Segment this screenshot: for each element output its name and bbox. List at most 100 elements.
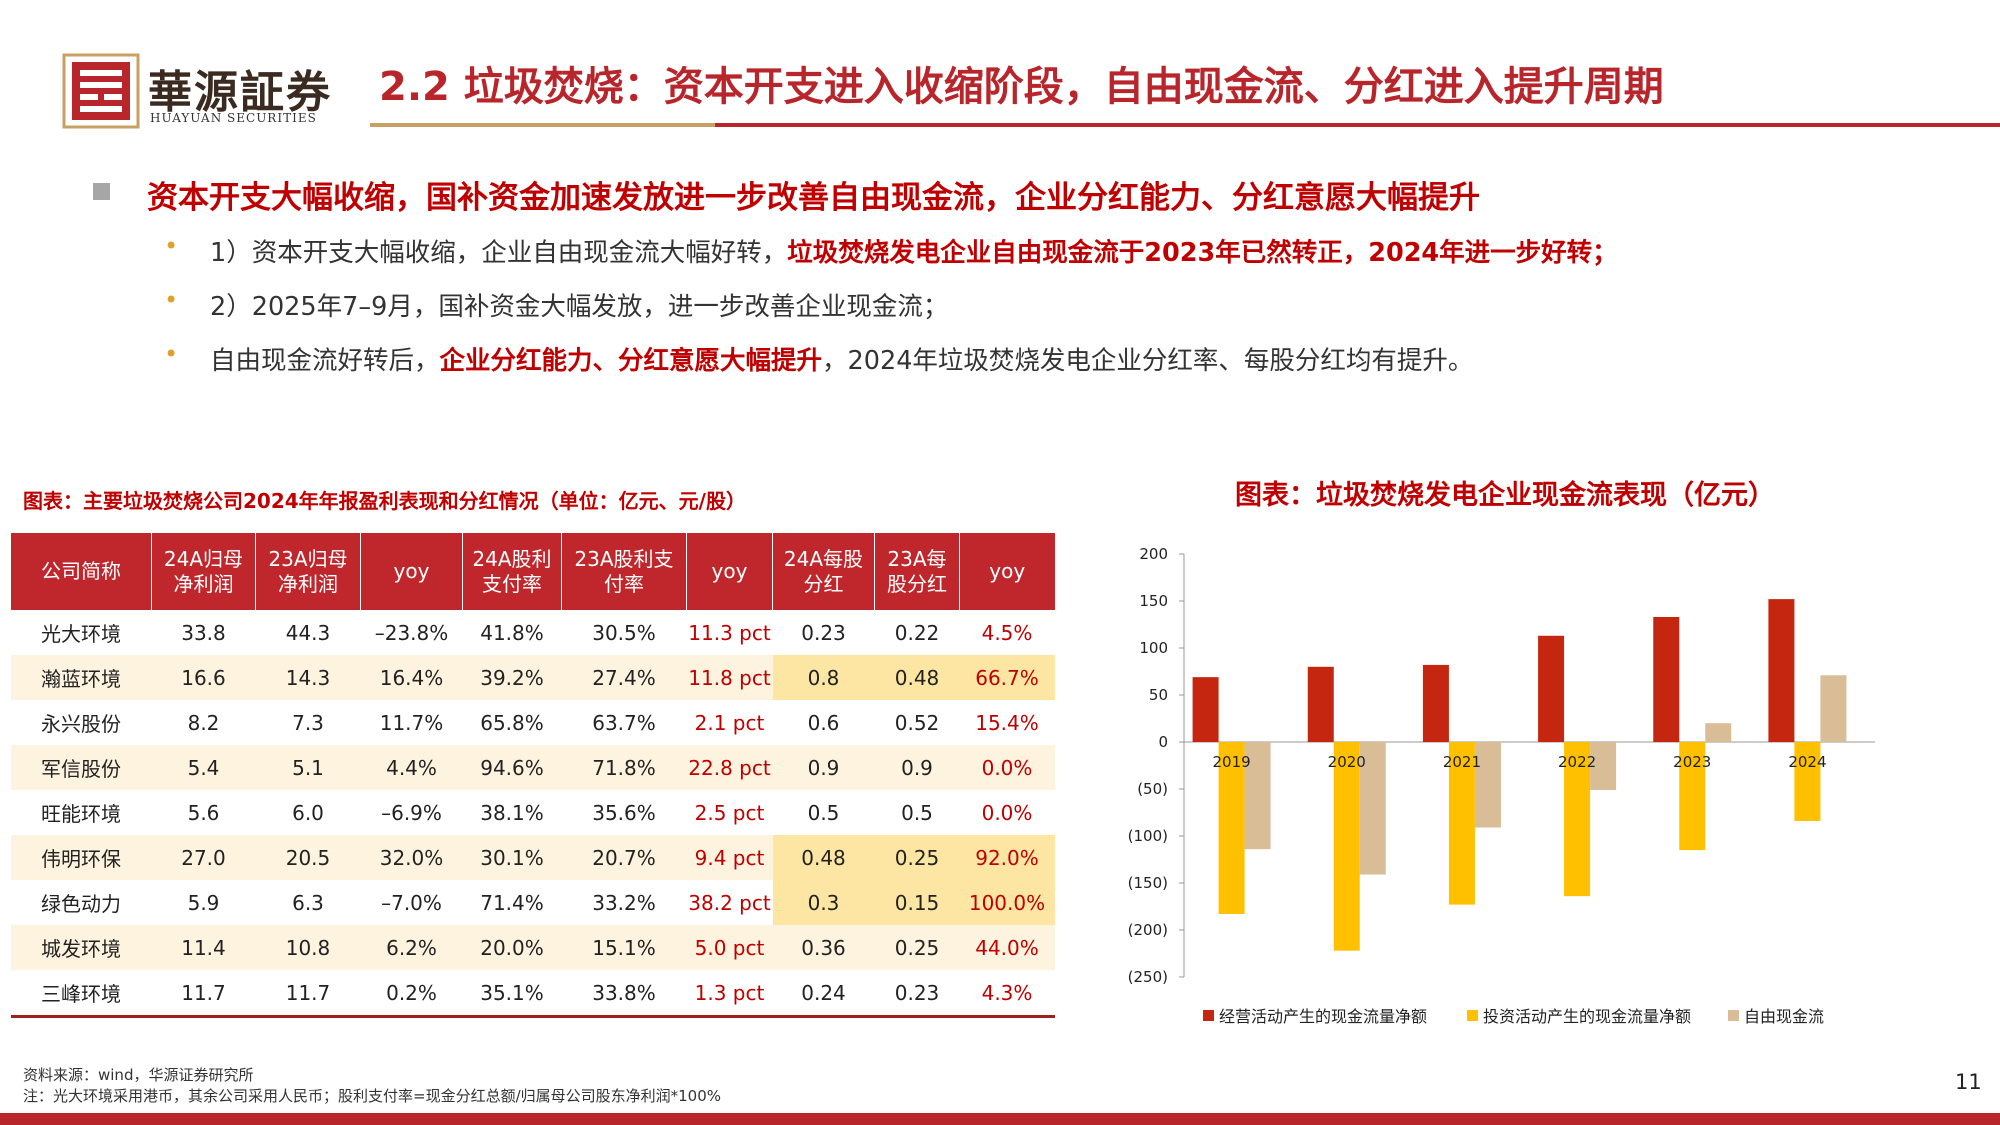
table-cell: 38.1% bbox=[480, 800, 544, 825]
main-bullet: 资本开支大幅收缩，国补资金加速发放进一步改善自由现金流，企业分红能力、分红意愿大… bbox=[147, 180, 1480, 216]
bar bbox=[1218, 742, 1245, 915]
footer-bar bbox=[0, 1113, 2000, 1125]
table-cell: 10.8 bbox=[255, 925, 361, 970]
table-cell: 65.8% bbox=[480, 710, 544, 735]
y-tick-label: (250) bbox=[1128, 968, 1168, 986]
table-cell: 11.4 bbox=[151, 925, 256, 970]
header-cell: yoy bbox=[686, 533, 773, 610]
y-tick-label: (150) bbox=[1128, 874, 1168, 892]
header-rule bbox=[715, 123, 2000, 127]
header-rule-gold bbox=[370, 123, 715, 127]
logo-text: 華源証券 bbox=[148, 67, 332, 118]
table-cell: 5.1 bbox=[255, 745, 361, 790]
table-cell: 0.25 bbox=[874, 925, 960, 970]
table-row: 伟明环保 27.0 20.5 32.0% 30.1% 20.7% 9.4 pct 0.48 0.… bbox=[10, 835, 1055, 880]
bar bbox=[1422, 664, 1449, 742]
table-cell: 15.1% bbox=[561, 925, 687, 970]
table-cell: 71.4% bbox=[480, 890, 544, 915]
table-cell: 城发环境 bbox=[10, 925, 152, 970]
logo-subtext: HUAYUAN SECURITIES bbox=[150, 111, 317, 125]
table-cell: 0.23 bbox=[874, 970, 960, 1018]
table-cell: 33.8 bbox=[181, 620, 226, 645]
table-cell: 4.5% bbox=[981, 620, 1033, 645]
table-cell: 20.0% bbox=[462, 925, 562, 970]
table-cell: –6.9% bbox=[381, 800, 442, 825]
table-cell: 0.0% bbox=[981, 800, 1033, 825]
table-cell: 0.5 bbox=[901, 800, 933, 825]
table-row: 永兴股份 8.2 7.3 11.7% 65.8% 63.7% 2.1 pct 0.6 0.52 1… bbox=[11, 700, 1055, 745]
y-tick-label: (200) bbox=[1128, 921, 1168, 939]
table-cell: 0.22 bbox=[894, 620, 940, 645]
table-cell: 41.8% bbox=[480, 620, 544, 645]
table-cell: 30.1% bbox=[462, 835, 562, 880]
table-cell: 14.3 bbox=[255, 655, 361, 700]
table-row: 城发环境 11.4 10.8 6.2% 20.0% 15.1% 5.0 pct 0.36 0.2… bbox=[10, 925, 1055, 970]
y-tick-label: (100) bbox=[1128, 827, 1168, 845]
table-row: 绿色动力 5.9 6.3 –7.0% 71.4% 33.2% 38.2 pct 0.3 0.15… bbox=[11, 880, 1055, 925]
bar bbox=[1768, 599, 1795, 742]
table-cell: 38.2 pct bbox=[688, 890, 771, 915]
table-cell: 0.36 bbox=[772, 925, 875, 970]
emphasis-text: 垃圾焚烧发电企业自由现金流于2023年已然转正，2024年进一步好转； bbox=[787, 238, 1618, 268]
table-cell: 6.0 bbox=[292, 800, 324, 825]
table-cell: 32.0% bbox=[360, 835, 463, 880]
table-cell: 6.2% bbox=[360, 925, 463, 970]
header-row: 公司简称 24A归母净利润 23A归母净利润 yoy 24A股利支付率 23A股利支付率 y… bbox=[10, 533, 1055, 610]
table-cell: 63.7% bbox=[592, 710, 656, 735]
slide-title: 2.2 垃圾焚烧：资本开支进入收缩阶段，自由现金流、分红进入提升周期 bbox=[379, 64, 1664, 110]
table-cell: 22.8 pct bbox=[686, 745, 773, 790]
table-cell: 0.15 bbox=[874, 880, 960, 925]
header-cell: 24A归母净利润 bbox=[151, 533, 256, 610]
table-cell: 44.3 bbox=[285, 620, 331, 645]
table-cell: 0.3 bbox=[772, 880, 875, 925]
table-cell: 0.24 bbox=[772, 970, 875, 1018]
table-cell: 0.0% bbox=[959, 745, 1055, 790]
table-cell: 0.48 bbox=[874, 655, 960, 700]
table-cell: 27.4% bbox=[561, 655, 687, 700]
bar bbox=[1359, 742, 1386, 875]
header-cell: 23A每股分红 bbox=[874, 533, 960, 610]
y-tick-label: 0 bbox=[1158, 733, 1168, 751]
header-cell: 23A归母净利润 bbox=[255, 533, 361, 610]
bar bbox=[1307, 666, 1334, 742]
logo-icon bbox=[62, 53, 140, 129]
table-cell: 0.8 bbox=[772, 655, 875, 700]
bar bbox=[1564, 742, 1591, 897]
header-cell: yoy bbox=[360, 533, 463, 610]
table-header: 公司简称 24A归母净利润 23A归母净利润 yoy 24A股利支付率 23A股利支付率 y… bbox=[10, 533, 1055, 610]
bullet-text: 自由现金流好转后， bbox=[210, 346, 440, 376]
table-cell: 11.8 pct bbox=[686, 655, 773, 700]
header-cell: 23A股利支付率 bbox=[561, 533, 687, 610]
table-row: 旺能环境 5.6 6.0 –6.9% 38.1% 35.6% 2.5 pct 0.5 0.5 0.… bbox=[11, 790, 1055, 835]
table-cell: 2.5 pct bbox=[694, 800, 765, 825]
bar bbox=[1244, 742, 1271, 850]
bullet-dot: • bbox=[164, 286, 179, 314]
table-cell: 11.3 pct bbox=[688, 620, 771, 645]
legend-label: 自由现金流 bbox=[1744, 1007, 1824, 1026]
table-cell: 永兴股份 bbox=[41, 712, 121, 736]
table-cell: 5.9 bbox=[187, 890, 220, 915]
table-cell: 16.4% bbox=[360, 655, 463, 700]
header-cell: 24A股利支付率 bbox=[462, 533, 562, 610]
header-cell: 24A每股分红 bbox=[772, 533, 875, 610]
bar bbox=[1820, 675, 1847, 742]
bullet-item: 自由现金流好转后，企业分红能力、分红意愿大幅提升，2024年垃圾焚烧发电企业分红… bbox=[210, 340, 1473, 377]
bullet-text: ，2024年垃圾焚烧发电企业分红率、每股分红均有提升。 bbox=[822, 346, 1474, 376]
source: 资料来源：wind，华源证券研究所 bbox=[23, 1066, 254, 1084]
table-cell: 15.4% bbox=[975, 710, 1039, 735]
table-cell: 0.48 bbox=[772, 835, 875, 880]
bar bbox=[1794, 742, 1821, 821]
bar bbox=[1333, 742, 1360, 951]
table-cell: 0.9 bbox=[772, 745, 875, 790]
y-tick-label: (50) bbox=[1137, 780, 1168, 798]
table-cell: 0.6 bbox=[807, 710, 840, 735]
y-tick-label: 100 bbox=[1139, 639, 1168, 657]
bullet-item: 1）资本开支大幅收缩，企业自由现金流大幅好转，垃圾焚烧发电企业自由现金流于202… bbox=[210, 232, 1618, 269]
bullet-text: 1）资本开支大幅收缩，企业自由现金流大幅好转， bbox=[210, 238, 788, 268]
table-cell: 33.2% bbox=[592, 890, 656, 915]
bullet-dot: • bbox=[164, 340, 179, 368]
table-cell: 5.4 bbox=[151, 745, 256, 790]
bar bbox=[1590, 742, 1617, 790]
legend-swatch bbox=[1728, 1010, 1739, 1021]
